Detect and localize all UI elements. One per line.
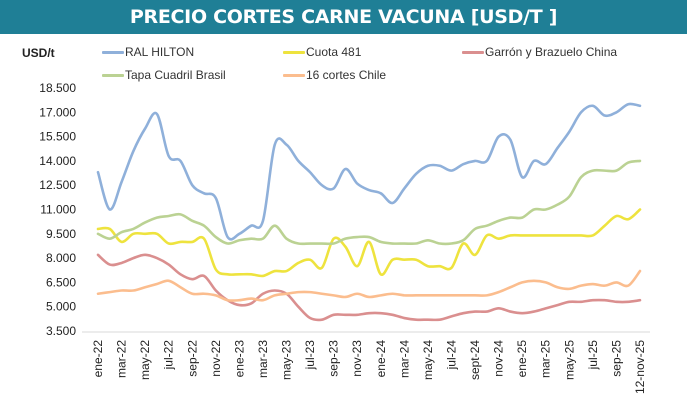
- y-tick-label: 11.000: [40, 203, 76, 217]
- legend-swatch: [283, 73, 305, 77]
- legend-label: Tapa Cuadril Brasil: [125, 68, 226, 82]
- series-line-16-cortes-chile: [96, 269, 642, 302]
- legend-item-16-cortes-chile: 16 cortes Chile: [283, 68, 386, 82]
- x-tick-label: mar-23: [256, 340, 270, 378]
- x-tick-label: ene-22: [91, 340, 105, 378]
- series-line-ral-hilton: [96, 102, 642, 241]
- x-tick-label: nov-24: [492, 340, 506, 377]
- y-tick-label: 17.000: [39, 105, 76, 119]
- legend-item-cuota-481: Cuota 481: [283, 45, 361, 59]
- y-tick-label: 15.500: [39, 130, 76, 144]
- x-tick-label: nov-22: [209, 340, 223, 377]
- chart-title: PRECIO CORTES CARNE VACUNA [USD/T ]: [129, 6, 558, 28]
- legend-swatch: [283, 50, 305, 54]
- x-tick-label: sep-22: [185, 340, 199, 377]
- x-tick-label: ene-23: [232, 340, 246, 378]
- y-tick-label: 12.500: [39, 178, 76, 192]
- y-tick-label: 5.000: [46, 300, 76, 314]
- legend-swatch: [102, 73, 124, 77]
- y-tick-label: 8.000: [46, 251, 76, 265]
- y-tick-label: 14.000: [39, 154, 76, 168]
- legend-swatch: [462, 50, 484, 54]
- x-tick-label: sept-24: [468, 340, 482, 380]
- y-tick-label: 9.500: [46, 227, 76, 241]
- x-tick-label: jul-22: [162, 340, 176, 371]
- legend-item-ral-hilton: RAL HILTON: [102, 45, 194, 59]
- x-tick-label: jul-24: [444, 340, 458, 371]
- series-line-tapa-cuadril-brasil: [96, 159, 642, 246]
- legend-item-garron-brazuelo-china: Garrón y Brazuelo China: [462, 45, 617, 59]
- x-tick-label: may-23: [280, 340, 294, 380]
- x-tick-label: sep-23: [327, 340, 341, 377]
- legend-label: Garrón y Brazuelo China: [485, 45, 618, 59]
- x-tick-label: may-24: [421, 340, 435, 380]
- x-tick-label: mar-25: [539, 340, 553, 378]
- x-tick-label: sep-25: [609, 340, 623, 377]
- x-tick-label: nov-23: [350, 340, 364, 377]
- legend-item-tapa-cuadril-brasil: Tapa Cuadril Brasil: [102, 68, 226, 82]
- y-tick-label: 3.500: [46, 324, 76, 338]
- x-tick-label: may-25: [562, 340, 576, 380]
- legend-swatch: [102, 50, 124, 54]
- legend-label: RAL HILTON: [125, 45, 195, 59]
- series-line-garr-n-y-brazuelo-china: [96, 253, 642, 322]
- y-tick-label: 18.500: [39, 81, 76, 95]
- x-tick-label: mar-24: [397, 340, 411, 378]
- x-tick-label: ene-24: [374, 340, 388, 378]
- series-line-cuota-481: [96, 208, 642, 278]
- y-axis-unit-label: USD/t: [22, 46, 55, 60]
- x-tick-label: may-22: [138, 340, 152, 380]
- y-tick-label: 6.500: [46, 275, 76, 289]
- legend-label: Cuota 481: [306, 45, 362, 59]
- x-tick-label: jul-25: [586, 340, 600, 371]
- x-tick-label: ene-25: [515, 340, 529, 378]
- x-tick-label: mar-22: [115, 340, 129, 378]
- legend-label: 16 cortes Chile: [306, 68, 387, 82]
- x-tick-label: jul-23: [303, 340, 317, 371]
- x-tick-label: 12-nov-25: [633, 340, 647, 394]
- chart-title-banner: PRECIO CORTES CARNE VACUNA [USD/T ]: [0, 0, 687, 34]
